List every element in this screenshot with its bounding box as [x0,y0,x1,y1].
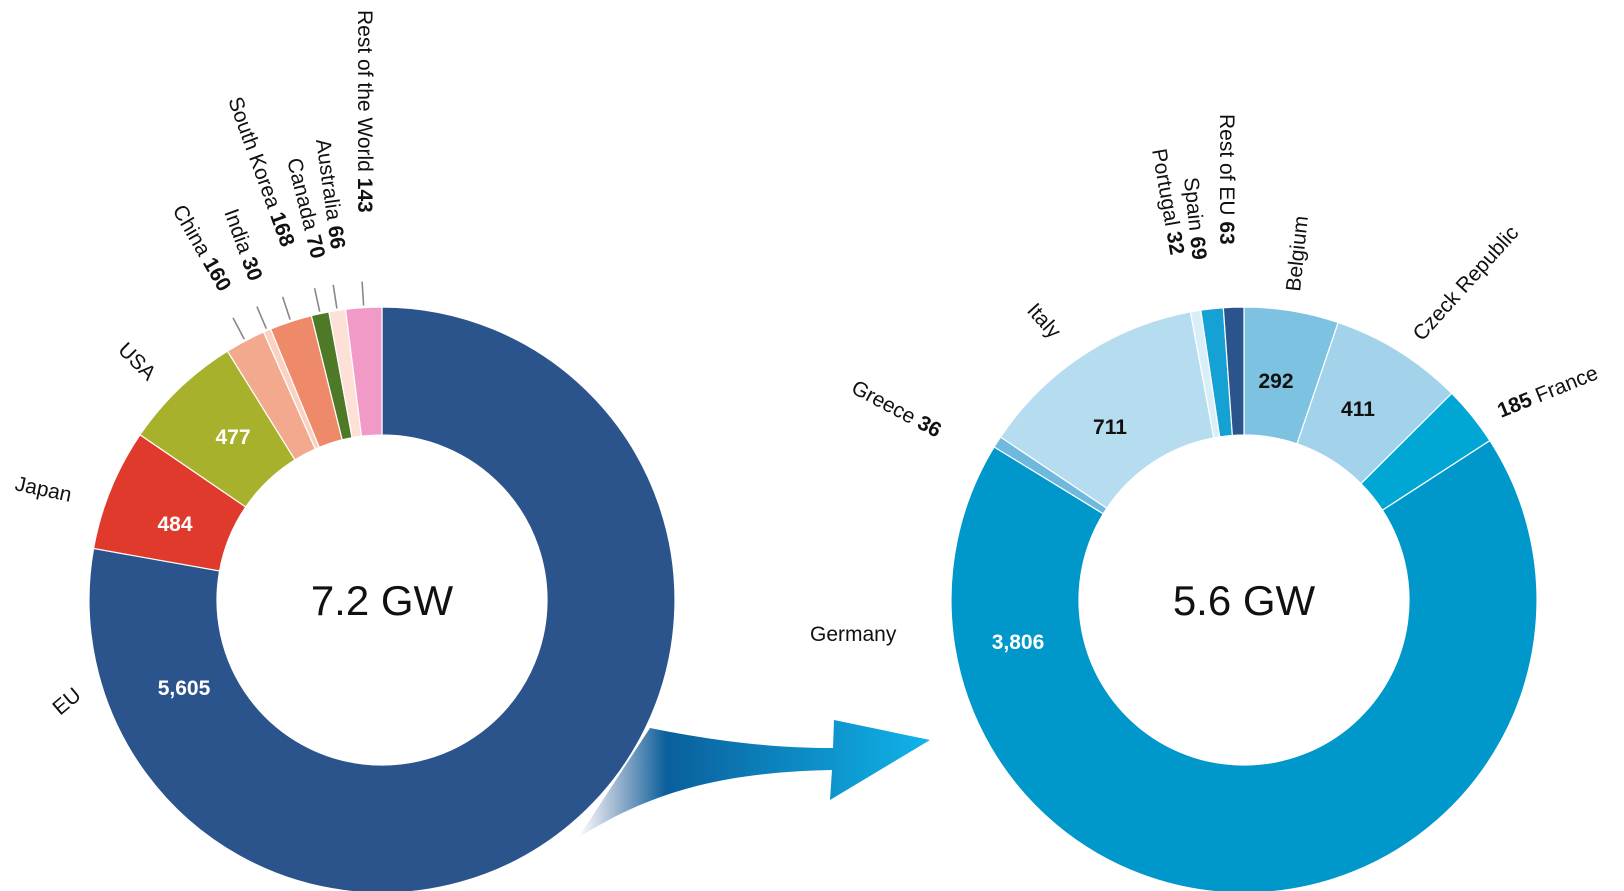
slice-label-germany: Germany [810,623,897,646]
center-total-label: 7.2 GW [311,577,454,624]
leader-line-south-korea [281,296,291,320]
slice-eu [88,306,676,891]
slice-label-usa: USA [113,338,160,385]
center-total-label: 5.6 GW [1173,577,1316,624]
slice-label-rest-of-the-world: Rest of the World 143 [353,10,376,213]
slice-value-eu: 5,605 [158,677,211,700]
slice-label-belgium: Belgium [1282,215,1313,293]
eu-donut: 292 Belgium 411 Czeck Republic 185 France 3,8… [810,114,1601,891]
slice-rest-of-the-world [344,306,383,437]
leader-line-rest-of-the-world [361,281,365,306]
slice-label-rest-of-eu: Rest of EU 63 [1215,114,1238,245]
slice-label-greece: Greece 36 [848,376,945,442]
slice-value-usa: 477 [215,426,250,449]
slice-value-japan: 484 [157,513,192,536]
slice-value-italy: 711 [1093,416,1127,439]
breakdown-arrow [578,720,930,838]
slice-label-italy: Italy [1022,299,1065,343]
slice-value-czeck-republic: 411 [1341,398,1375,421]
slice-label-japan: Japan [13,472,74,506]
leader-line-canada [313,288,321,312]
slice-germany [950,439,1538,891]
leader-line-india [256,306,268,329]
slice-value-belgium: 292 [1258,370,1293,393]
slice-label-czeck-republic: Czeck Republic [1409,222,1524,346]
leader-line-australia [332,284,338,309]
slice-label-france: 185 France [1494,362,1601,423]
slice-rest-of-eu [1222,306,1245,437]
slice-value-germany: 3,806 [992,631,1045,654]
slice-label-eu: EU [48,683,85,719]
leader-line-china [232,317,245,340]
